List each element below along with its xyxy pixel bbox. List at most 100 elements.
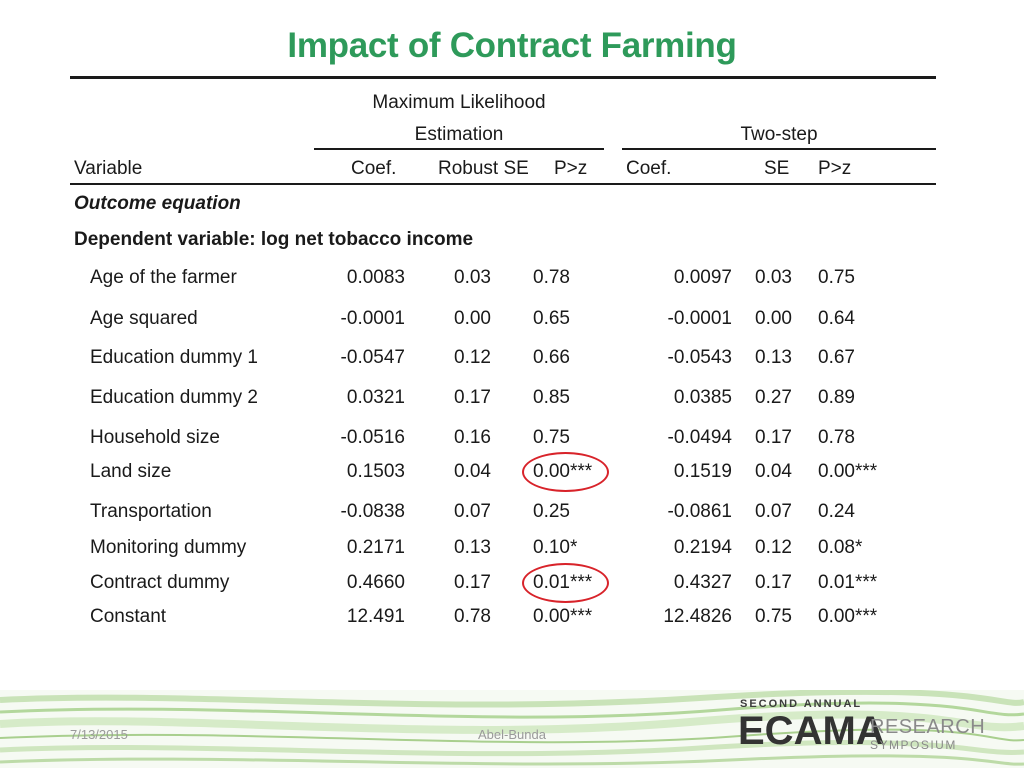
section-dependent-variable: Dependent variable: log net tobacco inco… — [74, 229, 474, 250]
ts-se-value: 0.07 — [755, 501, 792, 522]
mle-p-value: 0.00*** — [533, 606, 593, 627]
row-label: Land size — [90, 461, 172, 482]
twostep-header-rule — [622, 148, 936, 150]
ts-coef-value: 0.4327 — [673, 572, 732, 593]
table-row: Age squared -0.0001 0.00 0.65 -0.0001 0.… — [0, 308, 1024, 330]
ts-se-value: 0.75 — [755, 606, 792, 627]
mle-se-value: 0.07 — [454, 501, 491, 522]
ts-se-value: 0.12 — [755, 537, 792, 558]
mle-p-value: 0.78 — [533, 267, 570, 288]
ts-se-value: 0.13 — [755, 347, 792, 368]
table-row: Land size 0.1503 0.04 0.00*** 0.1519 0.0… — [0, 461, 1024, 483]
mle-p-value: 0.10* — [533, 537, 578, 558]
mle-p-value: 0.75 — [533, 427, 570, 448]
ts-p-value: 0.24 — [818, 501, 855, 522]
ts-p-value: 0.89 — [818, 387, 855, 408]
mle-coef-value: -0.0838 — [340, 501, 405, 522]
row-label: Transportation — [90, 501, 212, 522]
ts-se-value: 0.03 — [755, 267, 792, 288]
logo-second-annual: SECOND ANNUAL — [740, 698, 863, 710]
mle-coef-value: 0.1503 — [346, 461, 405, 482]
mle-se-value: 0.17 — [454, 387, 491, 408]
logo-ecama: ECAMA — [738, 709, 885, 753]
col-ts-pz: P>z — [818, 158, 852, 179]
mle-coef-value: -0.0547 — [340, 347, 405, 368]
ecama-logo: SECOND ANNUAL ECAMA RESEARCH SYMPOSIUM — [736, 698, 985, 758]
ts-p-value: 0.67 — [818, 347, 855, 368]
section-outcome-equation: Outcome equation — [74, 193, 241, 214]
ts-se-value: 0.27 — [755, 387, 792, 408]
logo-research: RESEARCH — [870, 716, 986, 738]
ts-p-value: 0.01*** — [818, 572, 878, 593]
decorative-swoosh-icon — [0, 690, 1024, 768]
footer-decoration — [0, 690, 1024, 768]
row-label: Household size — [90, 427, 220, 448]
ts-coef-value: -0.0543 — [667, 347, 732, 368]
footer-author: Abel-Bunda — [478, 727, 546, 742]
mle-header-line1: Maximum Likelihood — [372, 92, 546, 113]
mle-se-value: 0.13 — [454, 537, 491, 558]
ts-coef-value: 0.0097 — [673, 267, 732, 288]
table-row: Contract dummy 0.4660 0.17 0.01*** 0.432… — [0, 572, 1024, 594]
mle-coef-value: -0.0516 — [340, 427, 405, 448]
ts-p-value: 0.78 — [818, 427, 855, 448]
row-label: Education dummy 2 — [90, 387, 258, 408]
mle-p-value: 0.66 — [533, 347, 570, 368]
table-row: Household size -0.0516 0.16 0.75 -0.0494… — [0, 427, 1024, 449]
mle-se-value: 0.17 — [454, 572, 491, 593]
mle-header-line2: Estimation — [414, 124, 504, 145]
row-label: Constant — [90, 606, 167, 627]
table-row: Transportation -0.0838 0.07 0.25 -0.0861… — [0, 501, 1024, 523]
col-ts-se: SE — [764, 158, 790, 179]
col-mle-coef: Coef. — [351, 158, 397, 179]
mle-se-value: 0.00 — [454, 308, 491, 329]
mle-coef-value: -0.0001 — [340, 308, 405, 329]
mle-se-value: 0.03 — [454, 267, 491, 288]
table-row: Age of the farmer 0.0083 0.03 0.78 0.009… — [0, 267, 1024, 289]
col-variable: Variable — [74, 158, 143, 179]
mle-coef-value: 0.2171 — [346, 537, 405, 558]
title-rule — [70, 76, 936, 79]
ts-p-value: 0.64 — [818, 308, 855, 329]
mle-p-value: 0.65 — [533, 308, 570, 329]
ts-coef-value: 12.4826 — [663, 606, 732, 627]
footer-date: 7/13/2015 — [70, 727, 128, 742]
mle-se-value: 0.16 — [454, 427, 491, 448]
mle-coef-value: 0.4660 — [346, 572, 405, 593]
ts-p-value: 0.00*** — [818, 461, 878, 482]
ts-p-value: 0.00*** — [818, 606, 878, 627]
row-label: Age squared — [90, 308, 198, 329]
slide-title: Impact of Contract Farming — [287, 26, 737, 65]
mle-coef-value: 12.491 — [346, 606, 405, 627]
col-mle-robust-se: Robust SE — [438, 158, 529, 179]
table-row: Constant 12.491 0.78 0.00*** 12.4826 0.7… — [0, 606, 1024, 628]
ts-se-value: 0.04 — [755, 461, 792, 482]
row-label: Age of the farmer — [90, 267, 237, 288]
ts-se-value: 0.00 — [755, 308, 792, 329]
ts-coef-value: -0.0001 — [667, 308, 732, 329]
mle-se-value: 0.04 — [454, 461, 491, 482]
mle-coef-value: 0.0321 — [346, 387, 405, 408]
table-row: Education dummy 1 -0.0547 0.12 0.66 -0.0… — [0, 347, 1024, 369]
ts-p-value: 0.08* — [818, 537, 863, 558]
table-row: Education dummy 2 0.0321 0.17 0.85 0.038… — [0, 387, 1024, 409]
ts-coef-value: -0.0494 — [667, 427, 732, 448]
ts-coef-value: 0.0385 — [673, 387, 732, 408]
highlight-circle-land-size — [522, 452, 609, 492]
ts-se-value: 0.17 — [755, 572, 792, 593]
mle-header-rule — [314, 148, 604, 150]
col-mle-pz: P>z — [554, 158, 588, 179]
mle-p-value: 0.85 — [533, 387, 570, 408]
ts-coef-value: 0.2194 — [673, 537, 732, 558]
ts-coef-value: -0.0861 — [667, 501, 732, 522]
row-label: Monitoring dummy — [90, 537, 247, 558]
mle-p-value: 0.25 — [533, 501, 570, 522]
ts-coef-value: 0.1519 — [673, 461, 732, 482]
mle-coef-value: 0.0083 — [346, 267, 405, 288]
ts-se-value: 0.17 — [755, 427, 792, 448]
header-bottom-rule — [70, 183, 936, 185]
mle-se-value: 0.12 — [454, 347, 491, 368]
logo-symposium: SYMPOSIUM — [870, 738, 957, 752]
row-label: Contract dummy — [90, 572, 230, 593]
